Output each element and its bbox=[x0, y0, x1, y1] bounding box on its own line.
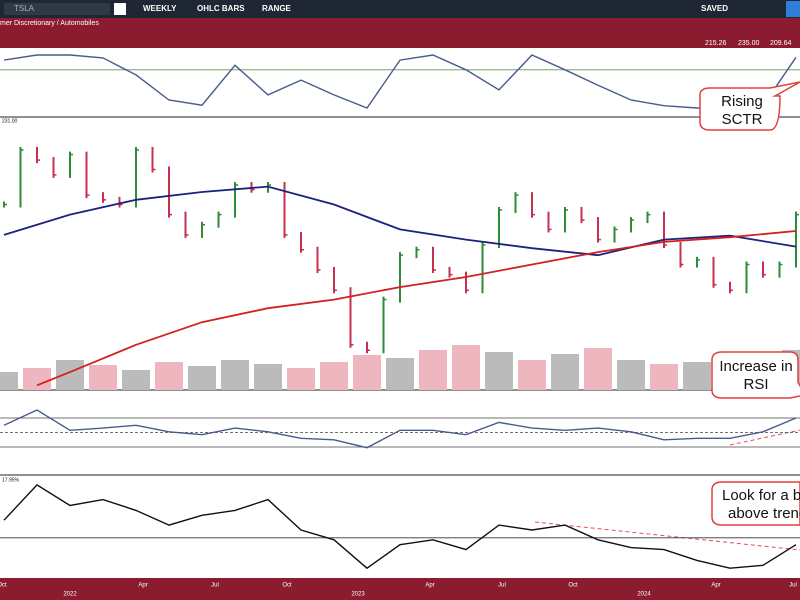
toolbar bbox=[0, 0, 800, 18]
x-tick-label: 2024 bbox=[637, 592, 651, 598]
x-tick-label: Apr bbox=[425, 583, 434, 589]
callout-shape bbox=[711, 351, 800, 399]
period[interactable]: WEEKLY bbox=[143, 4, 177, 13]
volume-bar bbox=[584, 348, 612, 390]
volume-bar bbox=[683, 362, 711, 390]
sector: mer Discretionary / Automobiles bbox=[0, 20, 99, 27]
callout-text: Rising bbox=[721, 93, 763, 110]
volume-bar bbox=[254, 364, 282, 390]
volume-bar bbox=[89, 365, 117, 390]
close: 215.26 bbox=[705, 40, 727, 47]
series-line bbox=[3, 54, 797, 111]
volume-bar bbox=[287, 368, 315, 390]
ratio-label: 17.95% bbox=[2, 477, 20, 483]
callout-text: above trend bbox=[728, 505, 800, 522]
chart-type[interactable]: OHLC BARS bbox=[197, 4, 245, 13]
callout-shape bbox=[699, 81, 800, 131]
x-tick-label: Jul bbox=[789, 583, 797, 589]
x-tick-label: 2022 bbox=[63, 592, 77, 598]
volume-bar bbox=[551, 354, 579, 390]
x-tick-label: Apr bbox=[138, 583, 147, 589]
volume-bar bbox=[650, 364, 678, 390]
chart-area bbox=[0, 48, 800, 578]
volume-bar bbox=[386, 358, 414, 390]
series-line bbox=[3, 409, 797, 449]
volume-bar bbox=[617, 360, 645, 390]
volume-bar bbox=[353, 355, 381, 390]
ratio-trendline bbox=[534, 521, 800, 551]
rsi-trendline bbox=[729, 429, 800, 446]
low: 209.64 bbox=[770, 40, 792, 47]
series-line bbox=[3, 185, 797, 257]
x-tick-label: Apr bbox=[711, 583, 720, 589]
x-tick-label: Oct bbox=[568, 583, 578, 589]
callout-shape bbox=[711, 481, 800, 526]
saved[interactable]: SAVED bbox=[701, 4, 728, 13]
callout-text: SCTR bbox=[722, 111, 763, 128]
series-line bbox=[36, 230, 797, 387]
settings-button[interactable] bbox=[786, 1, 800, 17]
symbol-box[interactable] bbox=[4, 3, 110, 15]
x-tick-label: Jul bbox=[211, 583, 219, 589]
volume-bar bbox=[221, 360, 249, 390]
volume-bar bbox=[518, 360, 546, 390]
volume-bar bbox=[320, 362, 348, 390]
callout-text: RSI bbox=[743, 376, 768, 393]
range[interactable]: RANGE bbox=[262, 4, 292, 13]
x-tick-label: Oct bbox=[282, 583, 292, 589]
series-line bbox=[3, 484, 797, 570]
volume-bar bbox=[56, 360, 84, 390]
symbol[interactable]: TSLA bbox=[14, 4, 35, 13]
volume-bar bbox=[188, 366, 216, 390]
volume-bar bbox=[155, 362, 183, 390]
volume-bar bbox=[0, 372, 18, 390]
price-label: 231.00 bbox=[2, 118, 18, 124]
x-tick-label: 2023 bbox=[351, 592, 365, 598]
header-band bbox=[0, 18, 800, 48]
volume-bar bbox=[485, 352, 513, 390]
volume-bar bbox=[23, 368, 51, 390]
x-tick-label: Oct bbox=[0, 583, 7, 589]
high: 235.00 bbox=[738, 40, 760, 47]
add-button[interactable] bbox=[114, 3, 126, 15]
volume-bar bbox=[419, 350, 447, 390]
callout-text: Increase in bbox=[719, 358, 792, 375]
x-tick-label: Jul bbox=[498, 583, 506, 589]
volume-bar bbox=[452, 345, 480, 390]
callout-text: Look for a br bbox=[722, 487, 800, 504]
x-axis-band bbox=[0, 578, 800, 600]
volume-bar bbox=[122, 370, 150, 390]
